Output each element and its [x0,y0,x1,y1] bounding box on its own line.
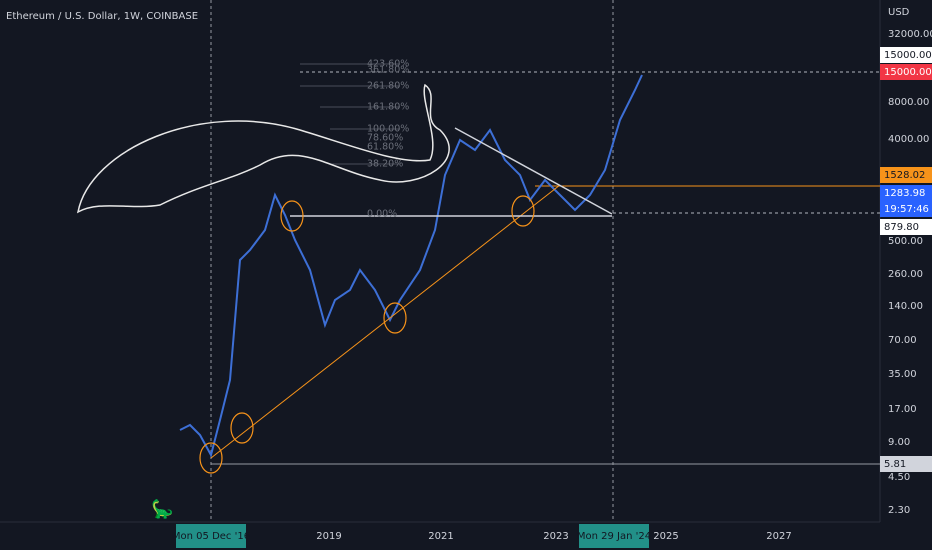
price-tag [880,201,932,217]
time-label: 2021 [428,531,453,542]
price-label: 9.00 [888,437,910,448]
trend-line [210,184,561,459]
price-series [179,74,643,458]
price-label: 260.00 [888,269,923,280]
price-tag-text: 1528.02 [884,170,925,181]
time-label: 2025 [653,531,678,542]
price-label: 2.30 [888,505,910,516]
price-tag [880,64,932,80]
time-label: 2023 [543,531,568,542]
price-tag-text: 15000.00 [884,50,932,61]
fib-label: 61.80% [367,142,403,153]
price-label: 32000.00 [888,29,932,40]
logo: 🦕 [151,498,173,520]
price-tag-text: 5.81 [884,459,906,470]
price-tag-text: 19:57:46 [884,204,929,215]
price-tag [880,167,932,183]
whale-drawing [76,83,450,214]
fib-lines [300,63,400,165]
time-label: 2027 [766,531,791,542]
price-label: 140.00 [888,301,923,312]
fib-label: 38.20% [367,159,403,170]
time-label: 2019 [316,531,341,542]
price-tag-text: 1283.98 [884,188,925,199]
chart-title: Ethereum / U.S. Dollar, 1W, COINBASE [6,11,198,22]
price-tag-text: 879.80 [884,222,919,233]
date-tag-text: Mon 05 Dec '16 [172,531,250,542]
price-tag [880,219,932,235]
price-label: 4.50 [888,472,910,483]
fib-label: 100.00% [367,124,409,135]
price-label: 17.00 [888,404,917,415]
price-tag-text: 15000.00 [884,67,932,78]
fib-label: 161.80% [367,102,409,113]
fib-label: 361.80% [367,65,409,76]
fib-label: 261.80% [367,81,409,92]
price-label: 8000.00 [888,97,929,108]
circles [199,195,535,474]
date-tag [579,524,649,548]
date-tag [176,524,246,548]
price-label: 70.00 [888,335,917,346]
date-tag-text: Mon 29 Jan '24 [577,531,651,542]
price-label: 4000.00 [888,134,929,145]
price-tag [880,185,932,201]
price-label: 500.00 [888,236,923,247]
price-unit: USD [888,7,910,18]
fib-label: 78.60% [367,133,403,144]
price-tag [880,47,932,63]
fib-label: 423.60% [367,59,409,70]
price-tag [880,456,932,472]
trend-line [454,127,613,215]
fib-label: 0.00% [367,209,397,220]
price-label: 35.00 [888,369,917,380]
